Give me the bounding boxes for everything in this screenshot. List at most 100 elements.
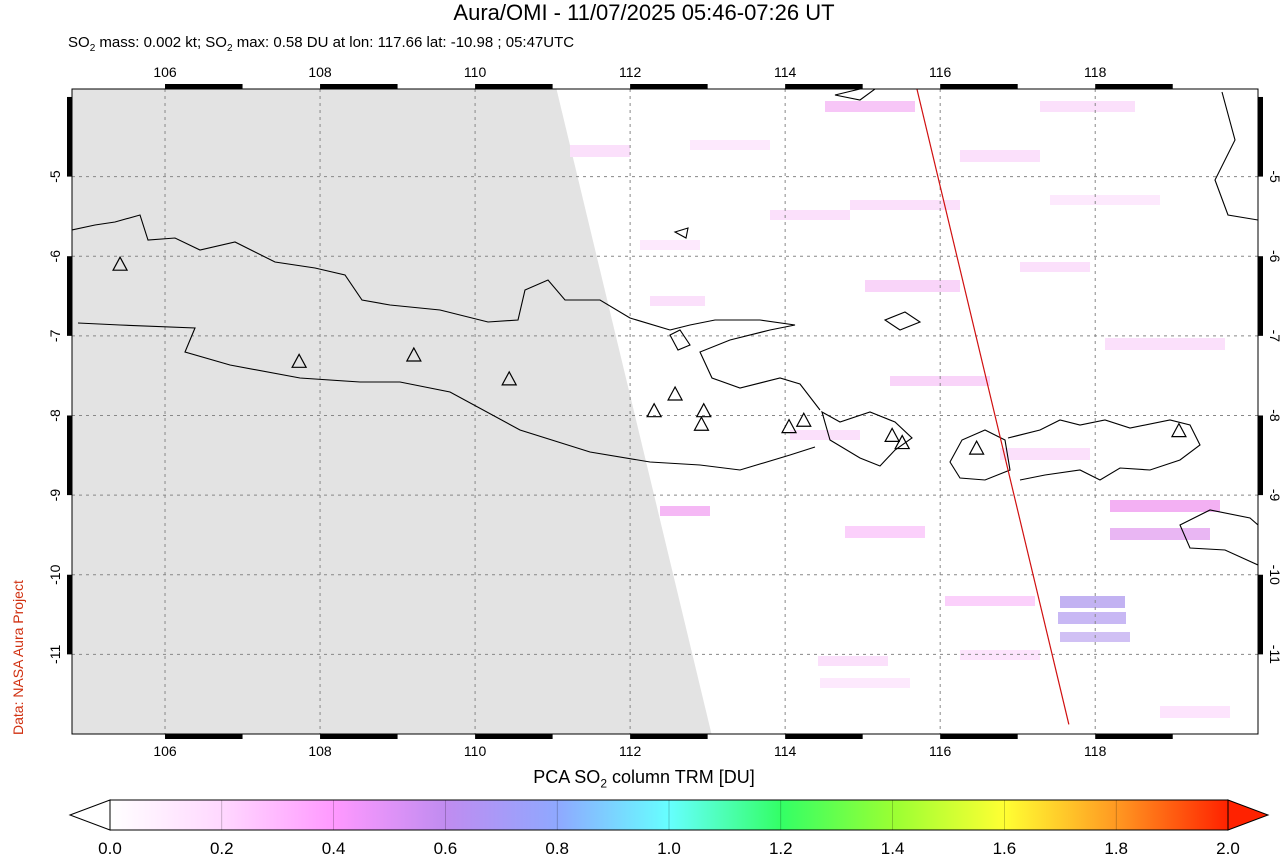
colorbar-tick-label: 1.2 <box>769 839 793 855</box>
lon-tick-label: 118 <box>1084 64 1107 80</box>
frame-segment <box>320 734 398 739</box>
frame-segment <box>785 84 863 89</box>
colorbar-title: PCA SO2 column TRM [DU] <box>0 767 1288 791</box>
so2-pixel <box>1000 448 1090 460</box>
lon-tick-label: 112 <box>619 64 642 80</box>
colorbar-tick-label: 0.8 <box>545 839 569 855</box>
frame-segment <box>1258 256 1263 336</box>
lon-tick-label: 112 <box>619 743 642 759</box>
java-south-coast <box>77 322 816 471</box>
volcano-triangle <box>291 353 308 368</box>
so2-pixel <box>1050 195 1160 205</box>
so2-pixel <box>1110 500 1220 512</box>
frame-segment <box>630 84 708 89</box>
so2-pixel <box>820 678 910 688</box>
so2-pixel <box>1020 262 1090 272</box>
volcano-triangle <box>1170 422 1187 438</box>
lombok-outline <box>949 429 1011 481</box>
lon-tick-label: 106 <box>153 64 177 80</box>
frame-segment <box>67 574 72 655</box>
so2-pixel <box>960 650 1040 660</box>
summary-suffix: max: 0.58 DU at lon: 117.66 lat: -10.98 … <box>232 34 575 51</box>
colorbar-over-arrow <box>1227 799 1270 831</box>
lat-tick-label: -8 <box>1267 409 1283 422</box>
so2-pixel <box>1105 338 1225 350</box>
summary-sub1: 2 <box>89 43 96 54</box>
so2-pixel <box>890 376 990 386</box>
frame-segment <box>630 734 708 739</box>
volcano-triangle <box>968 439 985 455</box>
lon-tick-label: 108 <box>308 64 332 80</box>
so2-pixel <box>1040 101 1135 112</box>
lat-tick-label: -6 <box>1267 250 1283 263</box>
frame-segment <box>1095 734 1173 739</box>
frame-segment <box>1095 84 1173 89</box>
lon-tick-label: 116 <box>929 743 952 759</box>
so2-pixel <box>570 145 630 157</box>
lon-tick-label: 118 <box>1084 743 1107 759</box>
lat-tick-label: -8 <box>47 409 63 422</box>
volcano-triangle <box>112 255 129 271</box>
colorbar-tick-label: 1.4 <box>881 839 905 855</box>
lon-tick-label: 110 <box>464 64 487 80</box>
frame-segment <box>67 96 72 177</box>
east-java-coast <box>669 319 821 411</box>
longitude-labels-top: 106 108 110 112 114 116 118 <box>153 64 1106 80</box>
longitude-labels-bottom: 106 108 110 112 114 116 118 <box>153 743 1106 759</box>
sumbawa-outline <box>1007 419 1201 481</box>
island-outline <box>834 89 876 101</box>
frame-segment <box>475 734 553 739</box>
so2-pixel <box>825 101 915 112</box>
island-outline <box>673 227 689 239</box>
so2-pixel <box>1058 612 1126 624</box>
map-title: Aura/OMI - 11/07/2025 05:46-07:26 UT <box>453 0 835 25</box>
borneo-coast <box>1214 91 1258 221</box>
lat-tick-label: -6 <box>47 250 63 263</box>
so2-pixel <box>850 200 960 210</box>
frame-segment <box>940 84 1018 89</box>
volcano-triangle <box>693 415 710 431</box>
colorbar-tick-label: 0.2 <box>210 839 234 855</box>
frame-segment <box>940 734 1018 739</box>
island-outline <box>883 311 922 331</box>
colorbar-tick-label: 1.6 <box>993 839 1017 855</box>
colorbar-title-suffix: column TRM [DU] <box>607 767 755 787</box>
sumba-outline <box>1179 509 1258 566</box>
volcano-triangle <box>405 346 422 362</box>
so2-pixel <box>790 430 860 440</box>
lon-tick-label: 106 <box>153 743 177 759</box>
lat-tick-label: -9 <box>1267 489 1283 502</box>
latitude-labels-right: -5 -6 -7 -8 -9 -10 -11 <box>1267 170 1283 664</box>
lat-tick-label: -5 <box>47 170 63 183</box>
summary-prefix: SO <box>68 34 90 51</box>
lat-tick-label: -5 <box>1267 170 1283 183</box>
volcano-triangle <box>646 402 663 418</box>
so2-pixel <box>640 240 700 250</box>
so2-pixel <box>770 210 850 220</box>
map-border-ticks <box>67 84 1263 739</box>
lon-tick-label: 110 <box>464 743 487 759</box>
frame-segment <box>320 84 398 89</box>
lat-tick-label: -10 <box>1267 565 1283 585</box>
so2-pixel <box>960 150 1040 162</box>
frame-segment <box>785 734 863 739</box>
frame-segment <box>67 256 72 336</box>
colorbar-title-prefix: PCA SO <box>533 767 601 787</box>
volcano-triangle <box>781 418 798 434</box>
lat-tick-label: -10 <box>47 564 63 584</box>
coastlines <box>72 89 1258 566</box>
lat-tick-label: -11 <box>47 645 63 664</box>
java-north-coast <box>72 214 671 331</box>
lon-tick-label: 108 <box>308 743 332 759</box>
volcano-triangle <box>501 370 518 386</box>
graticule <box>72 89 1258 734</box>
island-outline <box>669 329 691 351</box>
colorbar-tick-label: 0.0 <box>98 839 122 855</box>
lon-tick-label: 114 <box>774 64 797 80</box>
so2-pixel <box>945 596 1035 606</box>
colorbar-under-arrow <box>68 799 111 831</box>
colorbar-tick-label: 0.4 <box>322 839 346 855</box>
so2-pixel <box>1060 596 1125 608</box>
so2-pixel <box>845 526 925 538</box>
